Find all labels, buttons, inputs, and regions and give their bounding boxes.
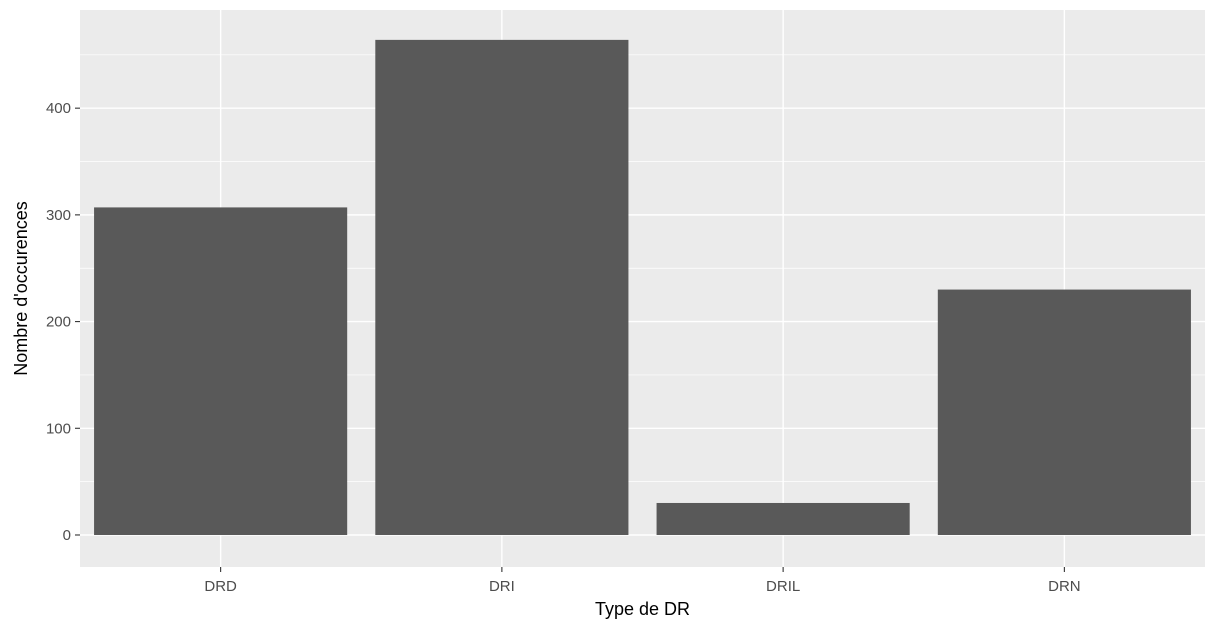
x-axis-title: Type de DR xyxy=(595,599,690,619)
bar-dri xyxy=(375,39,629,535)
y-tick-label: 100 xyxy=(46,420,71,437)
bar-drn xyxy=(937,289,1191,535)
bar-drd xyxy=(94,207,348,535)
x-tick-label: DRD xyxy=(204,578,237,595)
y-tick-label: 0 xyxy=(63,527,71,544)
y-axis: 0 100 200 300 400 xyxy=(46,100,80,544)
y-tick-label: 200 xyxy=(46,314,71,331)
bar-dril xyxy=(656,502,910,535)
y-axis-title: Nombre d'occurences xyxy=(11,201,31,376)
x-tick-label: DRIL xyxy=(766,578,800,595)
x-tick-label: DRN xyxy=(1048,578,1081,595)
x-tick-label: DRI xyxy=(489,578,515,595)
y-tick-label: 400 xyxy=(46,100,71,117)
bars xyxy=(94,39,1191,535)
y-tick-label: 300 xyxy=(46,207,71,224)
x-axis: DRD DRI DRIL DRN xyxy=(204,567,1081,595)
